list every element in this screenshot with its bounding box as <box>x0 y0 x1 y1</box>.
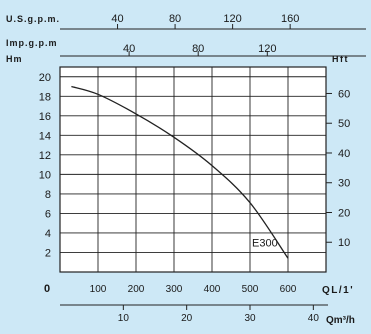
left-tick-label: 12 <box>39 150 51 162</box>
plot-area <box>59 66 327 273</box>
axes: 2 4 6 8 10 12 14 16 18 20 10 20 30 40 50 60 40 80 120 160 40… <box>39 13 366 324</box>
left-tick-label: 18 <box>39 91 51 103</box>
top-axis-2-tick-label: 120 <box>258 43 276 55</box>
bottom-axis-1-tick-label: 100 <box>90 284 107 295</box>
left-tick-label: 6 <box>45 208 51 220</box>
bottom-axis-1-zero-label: 0 <box>44 283 50 295</box>
top-axis-1-tick-label: 120 <box>223 13 241 25</box>
bottom-axis-1-tick-label: 200 <box>128 284 145 295</box>
left-tick-label: 2 <box>45 247 51 259</box>
grid-lines <box>60 67 326 272</box>
right-tick-label: 40 <box>338 148 350 160</box>
bottom-axis-1-tick-label: 400 <box>204 284 221 295</box>
bottom-axis-1-tick-label: 600 <box>280 284 297 295</box>
series-layer: E300 <box>71 85 289 259</box>
bottom-axis-2-tick-label: 10 <box>118 313 130 324</box>
bottom-axis-2-title: Qm³/h <box>326 315 355 326</box>
left-tick-label: 8 <box>45 189 51 201</box>
left-tick-label: 20 <box>39 72 51 84</box>
left-tick-label: 14 <box>39 130 51 142</box>
bottom-axis-1-tick-label: 300 <box>166 284 183 295</box>
bottom-axis-2-tick-label: 30 <box>244 313 256 324</box>
right-tick-label: 10 <box>338 237 350 249</box>
top-axis-2-tick-label: 40 <box>123 43 135 55</box>
left-tick-label: 4 <box>45 228 51 240</box>
right-tick-label: 30 <box>338 178 350 190</box>
right-axis-title: Hft <box>332 54 349 64</box>
left-tick-label: 10 <box>39 169 51 181</box>
top-axis-1-tick-label: 80 <box>169 13 181 25</box>
top-axis-1-tick-label: 40 <box>111 13 123 25</box>
bottom-axis-1-title: QL/1' <box>322 285 354 296</box>
bottom-axis-2-tick-label: 20 <box>181 313 193 324</box>
top-axis-1-title: U.S.g.p.m. <box>6 14 60 24</box>
left-tick-label: 16 <box>39 111 51 123</box>
right-tick-label: 50 <box>338 118 350 130</box>
top-axis-2-tick-label: 80 <box>192 43 204 55</box>
axis-labels: Hm Hft U.S.g.p.m. Imp.g.p.m QL/1' Qm³/h <box>6 14 355 326</box>
right-tick-label: 20 <box>338 207 350 219</box>
top-axis-1-tick-label: 160 <box>281 13 299 25</box>
top-axis-2-title: Imp.g.p.m <box>6 38 58 48</box>
series-line-e300 <box>71 85 289 259</box>
bottom-axis-1-tick-label: 500 <box>242 284 259 295</box>
left-axis-title: Hm <box>6 54 23 64</box>
series-label-e300: E300 <box>252 238 278 250</box>
right-tick-label: 60 <box>338 88 350 100</box>
bottom-axis-2-tick-label: 40 <box>308 313 320 324</box>
